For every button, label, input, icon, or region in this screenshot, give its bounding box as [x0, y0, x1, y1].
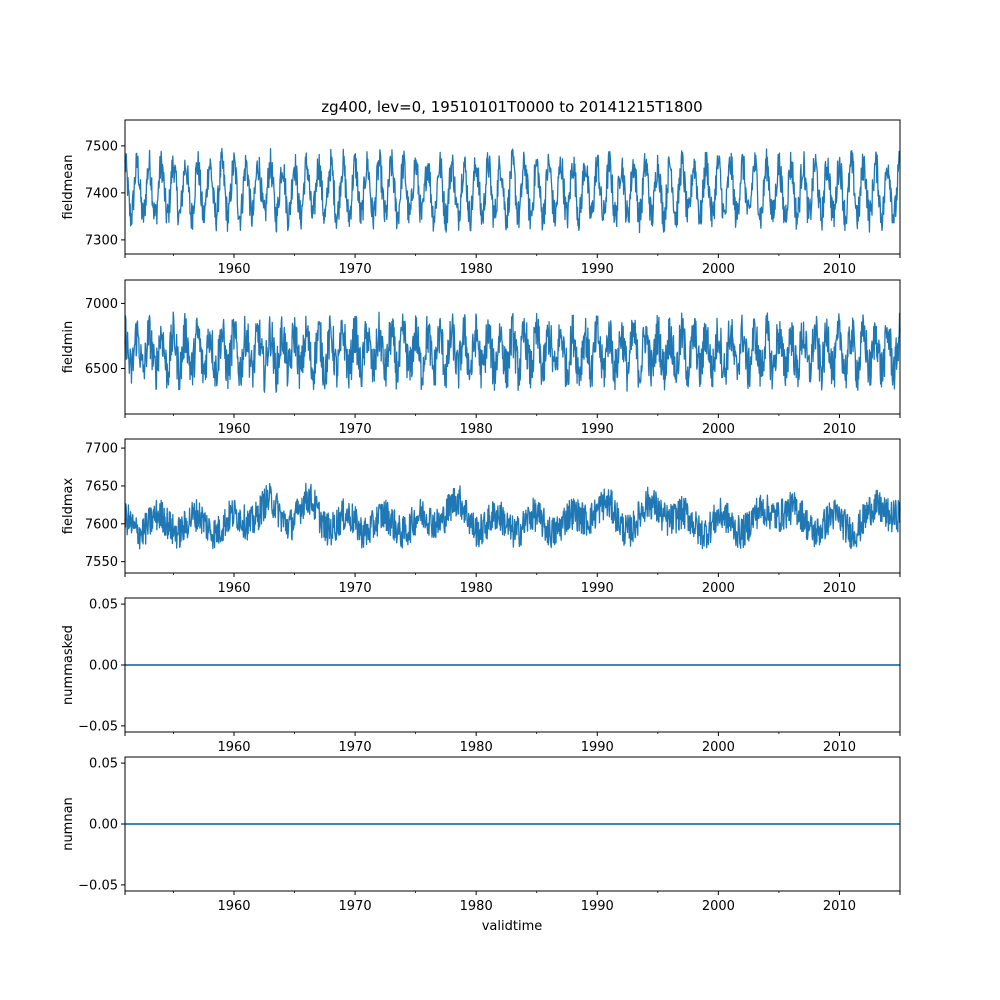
x-tick-label: 1990: [581, 899, 614, 914]
x-tick-label: 1960: [217, 262, 250, 277]
x-tick-label: 1960: [217, 581, 250, 596]
y-tick-label: 0.05: [89, 598, 118, 613]
x-tick-label: 2000: [702, 422, 735, 437]
x-tick-label: 2010: [823, 262, 856, 277]
x-tick-label: 1960: [217, 899, 250, 914]
y-tick-label: 7700: [85, 442, 118, 457]
x-tick-label: 1970: [339, 581, 372, 596]
series-line-fieldmin: [124, 311, 901, 393]
x-tick-label: 1990: [581, 422, 614, 437]
x-tick-label: 1990: [581, 740, 614, 755]
panel-fieldmin: 1960 1970 1980 1990 2000 2010 6500 7000 fieldmin: [61, 279, 901, 437]
y-tick-label: 0.00: [89, 818, 118, 833]
y-tick-label: −0.05: [78, 719, 118, 734]
x-tick-label: 1990: [581, 262, 614, 277]
x-tick-label: 1960: [217, 422, 250, 437]
y-tick-label: 7500: [85, 139, 118, 154]
y-tick-label: 7550: [85, 555, 118, 570]
y-axis-label-nummasked: nummasked: [61, 625, 76, 705]
y-tick-label: 7300: [85, 233, 118, 248]
y-axis-label-numnan: numnan: [61, 797, 76, 851]
y-tick-label: 0.00: [89, 659, 118, 674]
y-tick-label: 7400: [85, 186, 118, 201]
x-tick-label: 2010: [823, 581, 856, 596]
y-tick-label: 7650: [85, 479, 118, 494]
x-tick-label: 2010: [823, 740, 856, 755]
y-tick-label: 7600: [85, 517, 118, 532]
x-tick-label: 1960: [217, 740, 250, 755]
y-tick-label: 6500: [85, 362, 118, 377]
y-axis-label-fieldmean: fieldmean: [61, 155, 76, 220]
axes-frame-fieldmean: [124, 119, 901, 255]
series-line-fieldmax: [124, 482, 901, 550]
x-tick-label: 1970: [339, 262, 372, 277]
x-tick-label: 2010: [823, 422, 856, 437]
panel-nummasked: 1960 1970 1980 1990 2000 2010 −0.05 0.00 0.05 num…: [61, 597, 901, 755]
x-tick-label: 1970: [339, 740, 372, 755]
x-tick-label: 1980: [460, 581, 493, 596]
y-tick-label: −0.05: [78, 878, 118, 893]
axes-frame-fieldmin: [124, 279, 901, 415]
x-tick-label: 1970: [339, 899, 372, 914]
x-tick-label: 1980: [460, 740, 493, 755]
y-tick-label: 0.05: [89, 757, 118, 772]
panel-fieldmean: 1960 1970 1980 1990 2000 2010 7300 7400 7500 fiel…: [61, 119, 901, 277]
y-axis-label-fieldmax: fieldmax: [61, 478, 76, 535]
x-tick-label: 2000: [702, 262, 735, 277]
x-tick-label: 1990: [581, 581, 614, 596]
x-axis-label: validtime: [482, 919, 543, 934]
x-tick-label: 2000: [702, 899, 735, 914]
x-tick-label: 1970: [339, 422, 372, 437]
y-tick-label: 7000: [85, 297, 118, 312]
y-axis-label-fieldmin: fieldmin: [61, 321, 76, 374]
x-tick-label: 1980: [460, 899, 493, 914]
panel-numnan: 1960 1970 1980 1990 2000 2010 −0.05 0.00 0.05 num…: [61, 756, 901, 914]
x-tick-label: 2000: [702, 581, 735, 596]
x-tick-label: 2000: [702, 740, 735, 755]
x-tick-label: 1980: [460, 422, 493, 437]
panel-fieldmax: 1960 1970 1980 1990 2000 2010 7550 7600 7650 7700…: [61, 438, 901, 596]
panels: 1960 1970 1980 1990 2000 2010 7300 7400 7500 fiel…: [61, 119, 901, 914]
x-tick-label: 1980: [460, 262, 493, 277]
series-line-fieldmean: [124, 147, 901, 234]
chart-title: zg400, lev=0, 19510101T0000 to 20141215T…: [321, 98, 702, 116]
x-tick-label: 2010: [823, 899, 856, 914]
axes-frame-fieldmax: [124, 438, 901, 574]
